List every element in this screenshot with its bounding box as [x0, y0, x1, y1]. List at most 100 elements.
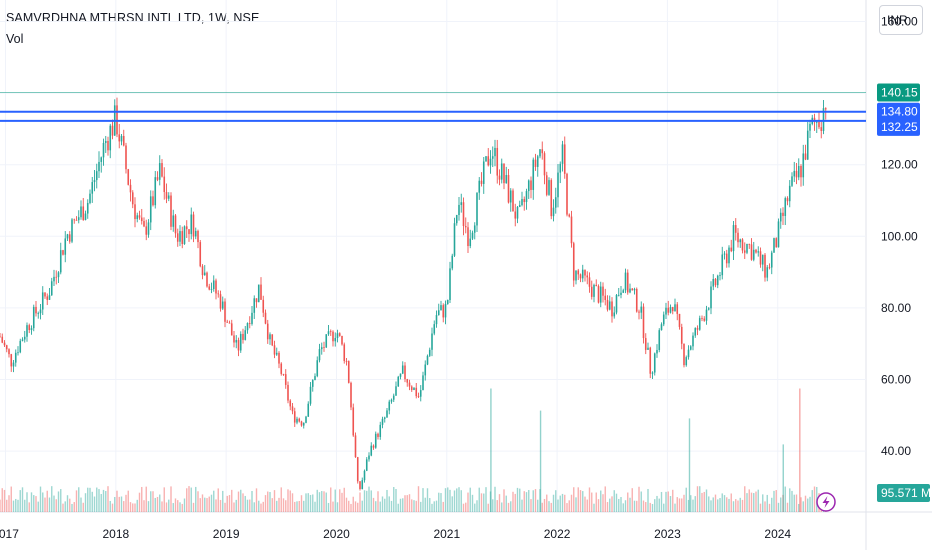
candle-body: [10, 354, 13, 367]
candle-body: [770, 252, 773, 268]
candle-body: [188, 229, 190, 235]
candle-body: [548, 180, 550, 195]
volume-bar: [708, 496, 710, 512]
candle-body: [788, 185, 791, 202]
price-tick-label: 160.00: [881, 14, 918, 28]
volume-bar: [757, 489, 759, 512]
volume-bar: [723, 495, 726, 512]
candle-body: [640, 306, 643, 313]
volume-bar: [242, 493, 244, 512]
horizontal-levels[interactable]: [0, 92, 866, 122]
volume-bar: [291, 493, 294, 512]
volume-bar: [507, 502, 510, 512]
candle-body: [203, 272, 206, 276]
candle-body: [275, 352, 278, 355]
candle-body: [446, 300, 449, 305]
volume-bar: [386, 489, 388, 512]
volume-bar: [19, 490, 21, 512]
volume-bar: [165, 502, 168, 512]
candle-body: [334, 338, 337, 342]
volume-bar: [147, 501, 150, 512]
candle-body: [174, 215, 177, 234]
candle-body: [527, 180, 530, 192]
candle-body: [224, 301, 226, 322]
candle-body: [557, 172, 559, 198]
volume-bar: [557, 499, 559, 512]
volume-bar: [294, 501, 296, 512]
volume-bar: [366, 490, 368, 512]
candle-body: [170, 195, 172, 227]
volume-bar: [618, 498, 620, 512]
candle-body: [485, 156, 487, 162]
candle-body: [282, 373, 285, 375]
candle-body: [696, 328, 699, 330]
candle-body: [147, 222, 150, 235]
candle-body: [491, 156, 494, 159]
candle-body: [559, 163, 562, 173]
flash-icon[interactable]: [816, 492, 836, 512]
candle-body: [406, 379, 409, 383]
volume-bar: [348, 500, 350, 512]
time-axis[interactable]: 2017 2018 2019 2020 2021 2022 2023 2024: [0, 527, 791, 541]
candle-body: [154, 177, 157, 206]
candle-body: [721, 254, 724, 276]
volume-bar: [460, 490, 462, 512]
volume-bar: [780, 497, 782, 512]
candle-body: [75, 220, 78, 221]
volume-bar: [768, 503, 771, 512]
volume-bar: [282, 498, 285, 512]
volume-bar: [487, 503, 489, 512]
volume-bar: [251, 490, 253, 512]
volume-bar: [514, 493, 516, 512]
candle-body: [102, 142, 105, 158]
candle-body: [408, 382, 411, 387]
volume-bar: [503, 489, 505, 512]
volume-indicator-label[interactable]: Vol: [6, 32, 24, 46]
candle-body: [480, 180, 483, 184]
candle-body: [507, 175, 510, 203]
volume-bar: [764, 501, 766, 512]
volume-bar: [105, 491, 107, 512]
volume-bar: [210, 494, 213, 512]
candle-body: [237, 340, 240, 351]
volume-bar: [795, 494, 798, 512]
price-tick-label: 80.00: [881, 301, 911, 315]
candle-body: [743, 250, 746, 253]
volume-bar: [363, 490, 366, 512]
volume-bar: [39, 486, 42, 512]
volume-bar: [777, 502, 780, 512]
volume-bar: [307, 493, 309, 512]
candle-body: [30, 328, 33, 331]
candle-body: [359, 481, 361, 489]
candle-body: [656, 350, 658, 354]
volume-bar: [771, 497, 773, 512]
candle-body: [161, 163, 163, 177]
volume-bar: [357, 502, 359, 512]
volume-bar: [343, 487, 345, 512]
candle-body: [449, 268, 451, 301]
currency-selector[interactable]: INR: [879, 5, 923, 35]
candle-body: [181, 231, 184, 245]
candle-body: [791, 176, 793, 186]
level-badge-upper-bg: [877, 102, 920, 121]
candle-body: [455, 215, 458, 224]
volume-bar: [631, 488, 633, 512]
volume-bar: [595, 492, 597, 512]
candle-body: [32, 306, 35, 329]
candle-body: [298, 418, 301, 422]
volume-bar: [24, 499, 26, 512]
candle-body: [671, 307, 674, 312]
candle-body: [352, 407, 355, 436]
candle-body: [152, 196, 154, 206]
candle-body: [125, 145, 127, 170]
volume-bar: [568, 500, 570, 512]
candle-body: [665, 307, 667, 315]
candle-body: [338, 333, 341, 336]
candle-body: [824, 108, 827, 110]
volume-bar: [215, 499, 217, 512]
volume-bar: [543, 498, 546, 512]
